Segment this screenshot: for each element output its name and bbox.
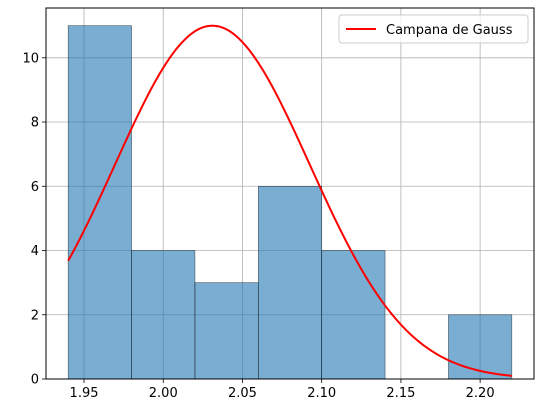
x-tick-label-4: 2.15 [386, 386, 415, 401]
histogram-bar-4 [321, 250, 386, 380]
histogram-bar-2 [194, 282, 259, 380]
y-axis-ticks: 0 2 4 6 8 10 [22, 51, 46, 388]
histogram-bar-1 [131, 250, 196, 380]
histogram-bar-0 [67, 25, 132, 380]
x-tick-label-0: 1.95 [70, 386, 99, 401]
x-tick-label-1: 2.00 [149, 386, 178, 401]
legend-box [338, 14, 529, 44]
plot-frame [45, 7, 535, 380]
gauss-curve [67, 24, 512, 377]
x-tick-label-2: 2.05 [228, 386, 257, 401]
y-tick-label-1: 2 [31, 308, 39, 323]
legend-label-gauss: Campana de Gauss [386, 23, 513, 38]
histogram-bars [67, 25, 513, 380]
y-tick-label-0: 0 [31, 373, 39, 388]
y-tick-label-2: 4 [31, 244, 39, 259]
y-tick-label-5: 10 [22, 51, 39, 66]
histogram-bar-3 [258, 185, 322, 380]
series-line-gauss [67, 24, 512, 377]
y-tick-label-3: 6 [31, 180, 39, 195]
x-tick-label-5: 2.20 [466, 386, 495, 401]
legend: Campana de Gauss [338, 14, 529, 44]
x-axis-ticks: 1.95 2.00 2.05 2.10 2.15 2.20 [70, 379, 495, 401]
histogram-bar-6 [448, 314, 513, 380]
x-tick-label-3: 2.10 [307, 386, 336, 401]
y-tick-label-4: 8 [31, 116, 39, 131]
